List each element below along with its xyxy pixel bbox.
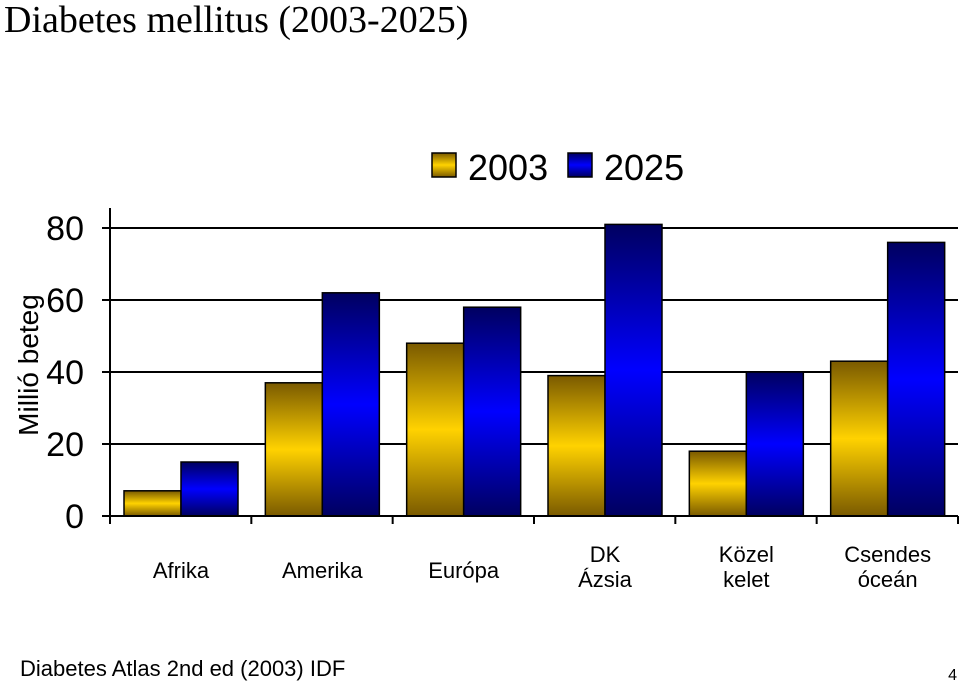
bar-2003 (123, 490, 182, 517)
x-tick-label: kelet (723, 567, 769, 592)
x-tick-label: Európa (428, 558, 500, 583)
page-number: 4 (948, 667, 957, 684)
bar-2003 (688, 450, 748, 517)
x-tick-label: Ázsia (578, 567, 633, 592)
bar-2025 (886, 241, 946, 517)
bar-2025 (462, 306, 522, 517)
x-tick-label: DK (590, 542, 621, 567)
chart-legend: 2003 2025 (431, 147, 684, 188)
y-tick-label: 20 (46, 426, 84, 464)
legend-swatch-2003 (431, 152, 457, 178)
source-footer: Diabetes Atlas 2nd ed (2003) IDF (20, 656, 345, 681)
x-tick-label: Amerika (282, 558, 363, 583)
bar-2025 (180, 461, 239, 517)
y-tick-label: 60 (46, 282, 84, 320)
bars-group (123, 223, 946, 517)
y-axis-label: Millió beteg (13, 294, 44, 436)
bar-2003 (547, 374, 606, 517)
bar-2003 (829, 360, 889, 517)
y-tick-label: 80 (46, 210, 84, 248)
y-tick-label: 0 (65, 498, 84, 536)
bar-2025 (604, 223, 663, 517)
x-tick-label: Afrika (153, 558, 210, 583)
bar-2025 (745, 371, 805, 517)
bar-2025 (321, 292, 381, 517)
y-tick-label: 40 (46, 354, 84, 392)
x-tick-label: Közel (719, 542, 774, 567)
legend-label-2025: 2025 (604, 147, 684, 188)
x-tick-label: Csendes (844, 542, 931, 567)
bar-2003 (405, 342, 465, 517)
page-title: Diabetes mellitus (2003-2025) (4, 0, 468, 41)
grid-lines (110, 227, 958, 445)
legend-label-2003: 2003 (468, 147, 548, 188)
bar-2003 (264, 382, 324, 517)
legend-swatch-2025 (567, 152, 593, 178)
x-tick-label: óceán (858, 567, 918, 592)
